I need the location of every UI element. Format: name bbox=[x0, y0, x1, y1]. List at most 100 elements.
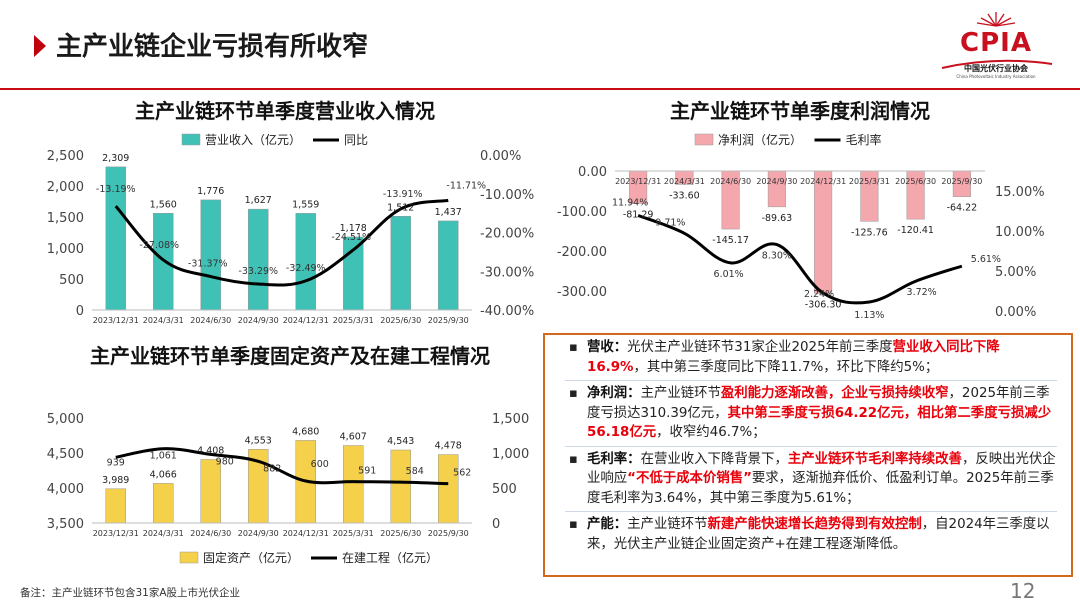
summary-highlight-text: 主产业链环节毛利率持续改善 bbox=[787, 451, 962, 467]
revenue-chart-title: 主产业链环节单季度营业收入情况 bbox=[135, 99, 435, 123]
line-data-label: 8.30% bbox=[762, 251, 792, 262]
x-tick-label: 2025/9/30 bbox=[428, 529, 469, 538]
line-data-label: -24.51% bbox=[331, 232, 371, 243]
x-tick-label: 2024/9/30 bbox=[756, 177, 797, 186]
summary-bullet: ▪ 产能：主产业链环节新建产能快速增长趋势得到有效控制，自2024年三季度以来，光… bbox=[565, 515, 1057, 557]
bar bbox=[200, 459, 221, 524]
summary-highlight-text: 营业收入同比下降16.9% bbox=[587, 340, 1000, 375]
x-tick-label: 2023/12/31 bbox=[615, 177, 661, 186]
bar-data-label: 1,512 bbox=[387, 202, 414, 213]
summary-text: ，收窄约46.7%； bbox=[656, 425, 766, 440]
x-tick-label: 2024/3/31 bbox=[143, 316, 184, 325]
bar bbox=[105, 488, 126, 524]
x-tick-label: 2024/9/30 bbox=[238, 316, 279, 325]
line-data-label: 980 bbox=[216, 456, 234, 467]
y-right-tick-label: 500 bbox=[492, 482, 517, 497]
summary-highlight-text: 盈利能力逐渐改善，企业亏损持续收窄 bbox=[720, 386, 949, 401]
y-right-tick-label: 0.00% bbox=[995, 305, 1036, 318]
x-tick-label: 2024/6/30 bbox=[710, 177, 751, 186]
summary-text: ，反映出光伏企业响应 bbox=[587, 451, 1056, 487]
bar-data-label: 1,776 bbox=[197, 186, 224, 197]
y-left-tick-label: 4,500 bbox=[47, 447, 84, 462]
line-data-label: 6.01% bbox=[714, 269, 744, 280]
legend-line-label: 同比 bbox=[344, 133, 368, 147]
line-data-label: -31.37% bbox=[188, 259, 228, 270]
x-tick-label: 2024/12/31 bbox=[283, 529, 329, 538]
summary-bullet: ▪ 营收：光伏主产业链环节31家企业2025年前三季度营业收入同比下降16.9%，… bbox=[565, 338, 1057, 381]
x-tick-label: 2024/3/31 bbox=[664, 177, 705, 186]
summary-highlight-text: “不低于成本价销售” bbox=[627, 471, 752, 486]
y-left-tick-label: 3,500 bbox=[47, 517, 84, 532]
y-right-tick-label: -40.00% bbox=[480, 304, 534, 319]
x-tick-label: 2024/6/30 bbox=[190, 529, 231, 538]
summary-text: 光伏主产业链环节31家企业2025年前三季度 bbox=[627, 340, 893, 355]
x-tick-label: 2025/3/31 bbox=[333, 316, 374, 325]
y-left-tick-label: 5,000 bbox=[47, 412, 84, 427]
summary-text: ，2025年前三季度亏损达310.39亿元， bbox=[587, 386, 1050, 421]
y-left-tick-label: 0 bbox=[76, 304, 84, 319]
bullet-square-icon: ▪ bbox=[569, 451, 578, 467]
bar-data-label: 4,680 bbox=[292, 426, 319, 437]
bar-data-label: 4,408 bbox=[197, 445, 224, 456]
bar bbox=[390, 449, 411, 524]
profit-chart: 净利润（亿元） 毛利率 0.00 -100.00 -200.00 -300.00 0.00%… bbox=[557, 132, 1045, 318]
bar-data-label: 1,560 bbox=[150, 199, 177, 210]
legend-line-label: 毛利率 bbox=[846, 132, 882, 147]
bar-data-label: 4,553 bbox=[245, 435, 272, 446]
legend-line-label: 在建工程（亿元） bbox=[342, 550, 438, 565]
legend-bar-swatch bbox=[179, 551, 199, 564]
bar bbox=[200, 199, 221, 311]
line-data-label: -33.29% bbox=[238, 266, 278, 277]
bar bbox=[343, 445, 364, 524]
header: 主产业链企业亏损有所收窄 CPIA 中国光伏行业协会 China Photovo… bbox=[0, 0, 1080, 92]
summary-highlight-text: 其中第三季度亏损64.22亿元，相比第二季度亏损减少56.18亿元 bbox=[587, 405, 1052, 441]
y-right-tick-label: 15.00% bbox=[995, 185, 1045, 200]
legend-bar-label: 固定资产（亿元） bbox=[203, 550, 299, 565]
x-tick-label: 2025/3/31 bbox=[849, 177, 890, 186]
bar-data-label: 1,627 bbox=[245, 195, 272, 206]
legend-bar-swatch bbox=[694, 133, 714, 146]
bar bbox=[438, 454, 459, 524]
bar bbox=[390, 216, 411, 311]
profit-chart-title: 主产业链环节单季度利润情况 bbox=[670, 99, 930, 123]
bar bbox=[343, 236, 364, 311]
line-data-label: 939 bbox=[107, 457, 125, 468]
line-data-label: 600 bbox=[311, 459, 329, 470]
assets-chart-title: 主产业链环节单季度固定资产及在建工程情况 bbox=[90, 344, 490, 368]
summary-highlight-text: 新建产能快速增长趋势得到有效控制 bbox=[707, 517, 922, 532]
x-tick-label: 2025/9/30 bbox=[428, 316, 469, 325]
logo-en-text: China Photovoltaic Industry Association bbox=[956, 74, 1036, 79]
y-left-tick-label: 4,000 bbox=[47, 482, 84, 497]
series-line bbox=[114, 198, 449, 287]
y-right-tick-label: -10.00% bbox=[480, 188, 534, 203]
legend-bar-label: 净利润（亿元） bbox=[718, 132, 802, 147]
x-tick-label: 2025/9/30 bbox=[941, 177, 982, 186]
bar-data-label: 1,178 bbox=[340, 223, 367, 234]
x-tick-label: 2025/6/30 bbox=[895, 177, 936, 186]
bar-data-label: -145.17 bbox=[712, 235, 749, 246]
x-tick-label: 2024/12/31 bbox=[800, 177, 846, 186]
bar-data-label: 3,989 bbox=[102, 475, 129, 486]
bar-data-label: -306.30 bbox=[805, 300, 842, 311]
y-right-tick-label: -20.00% bbox=[480, 227, 534, 242]
line-data-label: 5.61% bbox=[971, 254, 1001, 265]
y-left-tick-label: 2,500 bbox=[47, 149, 84, 164]
line-data-label: 882 bbox=[263, 463, 281, 474]
bar-data-label: -64.22 bbox=[947, 203, 978, 214]
bar bbox=[814, 170, 833, 294]
x-tick-label: 2024/12/31 bbox=[283, 316, 329, 325]
line-data-label: 591 bbox=[358, 466, 376, 477]
bullet-square-icon: ▪ bbox=[569, 386, 578, 401]
y-right-tick-label: 0.00% bbox=[480, 149, 521, 164]
y-left-tick-label: 500 bbox=[59, 273, 84, 288]
y-left-tick-label: -200.00 bbox=[557, 245, 607, 260]
y-right-tick-label: 10.00% bbox=[995, 225, 1045, 240]
line-data-label: -13.91% bbox=[383, 189, 423, 200]
y-left-tick-label: -100.00 bbox=[557, 205, 607, 220]
assets-chart: 固定资产（亿元） 在建工程（亿元） 3,500 4,000 4,500 5,000 0 500… bbox=[47, 412, 529, 565]
x-tick-label: 2024/9/30 bbox=[238, 529, 279, 538]
bullet-square-icon: ▪ bbox=[569, 340, 578, 355]
bar-data-label: -89.63 bbox=[762, 213, 793, 224]
summary-text: ，其中第三季度同比下降11.7%，环比下降约5%； bbox=[633, 359, 939, 375]
y-left-tick-label: 0.00 bbox=[578, 165, 607, 180]
